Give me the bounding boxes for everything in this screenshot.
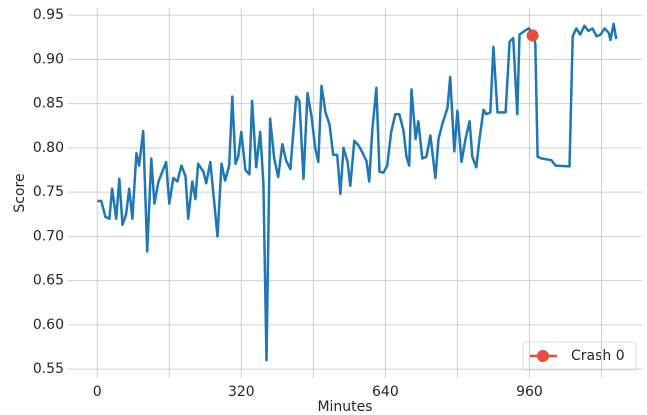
legend-label: Crash 0	[571, 348, 625, 364]
y-axis-label: Score	[12, 173, 28, 212]
x-tick-label: 960	[516, 384, 543, 400]
y-tick-label: 0.75	[33, 184, 64, 200]
crash-marker	[526, 29, 539, 42]
y-tick-label: 0.90	[33, 51, 64, 67]
y-tick-label: 0.95	[33, 7, 64, 23]
y-tick-label: 0.55	[33, 361, 64, 377]
legend: Crash 0	[522, 341, 637, 371]
y-tick-label: 0.65	[33, 273, 64, 289]
legend-marker	[537, 350, 549, 362]
x-tick-label: 0	[93, 384, 102, 400]
y-tick-label: 0.85	[33, 96, 64, 112]
x-axis-label: Minutes	[317, 399, 372, 415]
y-tick-label: 0.70	[33, 228, 64, 244]
x-tick-label: 320	[228, 384, 255, 400]
y-tick-label: 0.80	[33, 140, 64, 156]
line	[97, 22, 618, 362]
x-tick-label: 640	[372, 384, 399, 400]
y-tick-label: 0.60	[33, 317, 64, 333]
legend-box	[522, 341, 637, 371]
